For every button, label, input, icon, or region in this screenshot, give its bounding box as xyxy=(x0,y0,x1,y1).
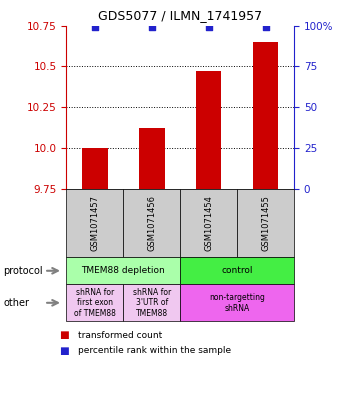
Point xyxy=(149,24,154,30)
Point xyxy=(206,24,211,30)
Text: shRNA for
3'UTR of
TMEM88: shRNA for 3'UTR of TMEM88 xyxy=(133,288,171,318)
Text: ■: ■ xyxy=(59,330,69,340)
Text: other: other xyxy=(3,298,29,308)
Text: shRNA for
first exon
of TMEM88: shRNA for first exon of TMEM88 xyxy=(74,288,116,318)
Text: ■: ■ xyxy=(59,346,69,356)
Bar xyxy=(253,42,278,189)
Point xyxy=(263,24,268,30)
Text: percentile rank within the sample: percentile rank within the sample xyxy=(78,347,231,355)
Bar xyxy=(139,128,165,189)
Text: transformed count: transformed count xyxy=(78,331,163,340)
Title: GDS5077 / ILMN_1741957: GDS5077 / ILMN_1741957 xyxy=(98,9,262,22)
Text: control: control xyxy=(221,266,253,275)
Text: protocol: protocol xyxy=(3,266,43,276)
Text: GSM1071455: GSM1071455 xyxy=(261,195,270,251)
Text: GSM1071457: GSM1071457 xyxy=(90,195,99,251)
Text: GSM1071456: GSM1071456 xyxy=(147,195,156,251)
Point xyxy=(92,24,98,30)
Text: non-targetting
shRNA: non-targetting shRNA xyxy=(209,293,265,312)
Bar xyxy=(196,71,221,189)
Text: TMEM88 depletion: TMEM88 depletion xyxy=(81,266,165,275)
Bar xyxy=(82,148,107,189)
Text: GSM1071454: GSM1071454 xyxy=(204,195,213,251)
